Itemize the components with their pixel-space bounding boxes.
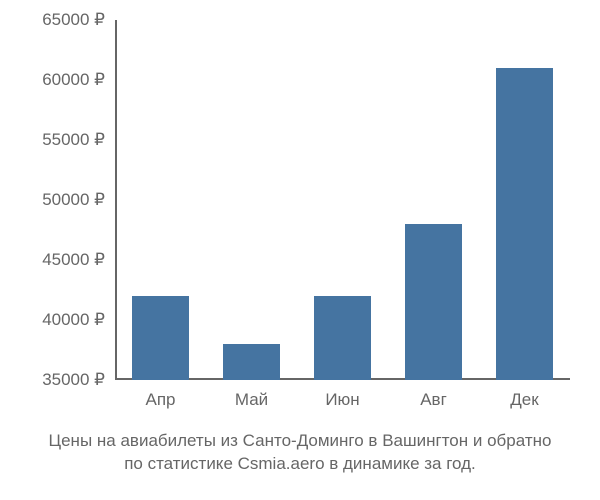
- bar: [314, 296, 370, 380]
- y-tick-label: 35000 ₽: [42, 370, 105, 390]
- x-tick-label: Май: [235, 390, 268, 410]
- caption-line-1: Цены на авиабилеты из Санто-Доминго в Ва…: [49, 431, 552, 450]
- y-tick-label: 50000 ₽: [42, 190, 105, 210]
- y-axis-line: [115, 20, 117, 380]
- bar: [405, 224, 461, 380]
- x-tick-label: Дек: [510, 390, 538, 410]
- y-tick-label: 55000 ₽: [42, 130, 105, 150]
- y-tick-label: 40000 ₽: [42, 310, 105, 330]
- caption: Цены на авиабилеты из Санто-Доминго в Ва…: [0, 430, 600, 476]
- y-tick-label: 60000 ₽: [42, 70, 105, 90]
- plot-area: [115, 20, 570, 380]
- bar: [132, 296, 188, 380]
- x-tick-label: Апр: [146, 390, 176, 410]
- caption-line-2: по статистике Csmia.aero в динамике за г…: [124, 454, 476, 473]
- x-tick-label: Авг: [420, 390, 447, 410]
- y-tick-label: 65000 ₽: [42, 10, 105, 30]
- x-tick-label: Июн: [325, 390, 359, 410]
- chart-container: 35000 ₽ 40000 ₽ 45000 ₽ 50000 ₽ 55000 ₽ 60000…: [0, 0, 600, 500]
- bar: [223, 344, 279, 380]
- y-tick-label: 45000 ₽: [42, 250, 105, 270]
- bar: [496, 68, 552, 380]
